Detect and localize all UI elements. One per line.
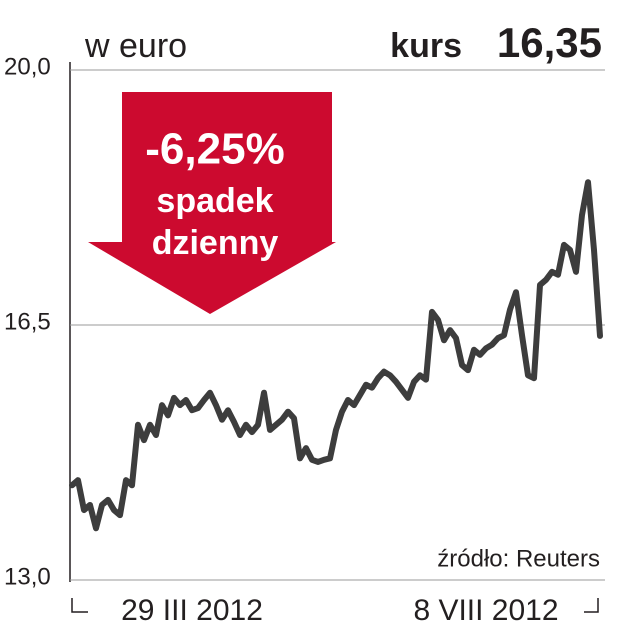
price-label: kurs [390,27,462,65]
annotation-text: spadek [156,182,273,220]
y-tick-label: 16,5 [4,308,51,335]
source: źródło: Reuters [437,545,600,572]
unit-label: w euro [84,27,187,65]
y-tick-label: 20,0 [4,53,51,80]
annotation-text: dzienny [152,224,279,262]
x-tick-label: 8 VIII 2012 [413,594,558,627]
price-line [69,179,603,532]
annotation-text: -6,25% [145,125,284,174]
arrow-annotation: -6,25% spadek dzienny [88,92,336,314]
y-tick-label: 13,0 [4,563,51,590]
x-bracket [71,598,599,613]
price: 16,35 [497,19,602,66]
x-tick-label: 29 III 2012 [121,594,263,627]
arrow-shape [88,92,336,314]
